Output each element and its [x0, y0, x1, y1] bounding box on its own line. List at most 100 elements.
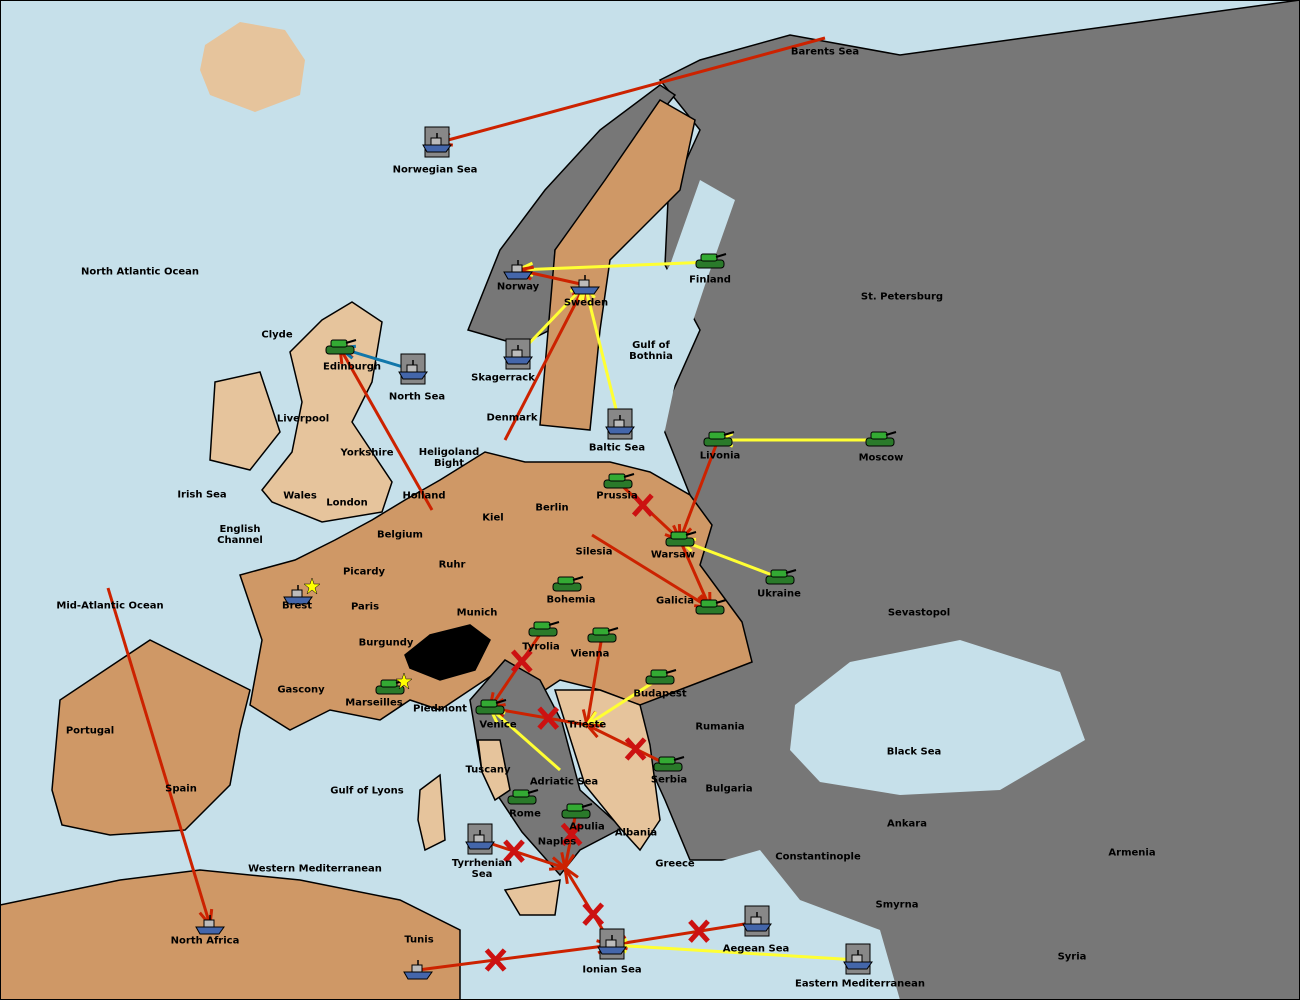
province-label-ruh[interactable]: Ruhr — [438, 559, 466, 571]
province-label-cly[interactable]: Clyde — [261, 329, 293, 341]
province-label-eas[interactable]: Eastern Mediterranean — [795, 978, 925, 990]
province-label-adr[interactable]: Adriatic Sea — [529, 776, 599, 788]
province-label-syr[interactable]: Syria — [1057, 951, 1087, 963]
province-label-nwy[interactable]: Norway — [496, 281, 540, 293]
province-label-smy[interactable]: Smyrna — [875, 899, 919, 911]
army-unit-icon[interactable] — [645, 669, 677, 685]
province-label-war[interactable]: Warsaw — [650, 549, 696, 561]
province-label-bel[interactable]: Belgium — [377, 529, 423, 541]
province-label-tus[interactable]: Tuscany — [465, 764, 511, 776]
province-label-bal[interactable]: Baltic Sea — [588, 442, 646, 454]
province-label-lyo[interactable]: Gulf of Lyons — [330, 785, 404, 797]
fleet-unit-icon[interactable] — [597, 928, 627, 960]
province-label-lvp[interactable]: Liverpool — [276, 413, 330, 425]
fleet-unit-icon[interactable] — [605, 408, 635, 440]
army-unit-icon[interactable] — [703, 431, 735, 447]
fleet-unit-icon[interactable] — [843, 943, 873, 975]
army-unit-icon[interactable] — [665, 531, 697, 547]
province-label-ank[interactable]: Ankara — [887, 818, 927, 830]
fleet-unit-icon[interactable] — [403, 960, 433, 980]
province-label-bud[interactable]: Budapest — [633, 688, 687, 700]
province-label-nth[interactable]: North Sea — [388, 391, 446, 403]
province-label-vie[interactable]: Vienna — [570, 648, 610, 660]
fleet-unit-icon[interactable] — [465, 823, 495, 855]
province-label-gal[interactable]: Galicia — [656, 595, 694, 607]
province-label-pic[interactable]: Picardy — [342, 566, 386, 578]
army-unit-icon[interactable] — [603, 473, 635, 489]
province-label-ion[interactable]: Ionian Sea — [582, 964, 642, 976]
province-label-gas[interactable]: Gascony — [277, 684, 325, 696]
fleet-unit-icon[interactable] — [195, 915, 225, 935]
province-label-mao[interactable]: Mid-Atlantic Ocean — [56, 600, 164, 612]
province-label-par[interactable]: Paris — [350, 601, 380, 613]
province-label-wes[interactable]: Western Mediterranean — [248, 863, 382, 875]
army-unit-icon[interactable] — [325, 339, 357, 355]
province-label-aeg[interactable]: Aegean Sea — [722, 943, 790, 955]
province-label-apu[interactable]: Apulia — [569, 821, 605, 833]
army-unit-icon[interactable] — [587, 627, 619, 643]
province-label-bul[interactable]: Bulgaria — [705, 783, 753, 795]
army-unit-icon[interactable] — [695, 253, 727, 269]
province-label-bla[interactable]: Black Sea — [886, 746, 942, 758]
province-label-yor[interactable]: Yorkshire — [340, 447, 394, 459]
province-label-boh[interactable]: Bohemia — [546, 594, 596, 606]
province-label-lon[interactable]: London — [326, 497, 368, 509]
province-label-ukr[interactable]: Ukraine — [757, 588, 801, 600]
province-label-ser[interactable]: Serbia — [650, 774, 688, 786]
province-label-bre[interactable]: Brest — [281, 600, 313, 612]
province-label-hol[interactable]: Holland — [402, 490, 446, 502]
army-unit-icon[interactable] — [561, 803, 593, 819]
army-unit-icon[interactable] — [865, 431, 897, 447]
province-label-rum[interactable]: Rumania — [695, 721, 745, 733]
province-label-mun[interactable]: Munich — [456, 607, 498, 619]
province-label-swe[interactable]: Sweden — [563, 297, 609, 309]
province-label-nap[interactable]: Naples — [537, 836, 577, 848]
fleet-unit-icon[interactable] — [398, 353, 428, 385]
province-label-tri[interactable]: Trieste — [567, 719, 607, 731]
province-label-hel[interactable]: Heligoland Bight — [418, 447, 480, 469]
province-label-gre[interactable]: Greece — [655, 858, 695, 870]
province-label-por[interactable]: Portugal — [65, 725, 115, 737]
army-unit-icon[interactable] — [375, 679, 407, 695]
province-label-tun[interactable]: Tunis — [404, 934, 434, 946]
province-label-con[interactable]: Constantinople — [775, 851, 861, 863]
province-label-pie[interactable]: Piedmont — [413, 703, 467, 715]
province-label-tys[interactable]: Tyrrhenian Sea — [451, 858, 513, 880]
fleet-unit-icon[interactable] — [570, 275, 600, 295]
army-unit-icon[interactable] — [507, 789, 539, 805]
province-label-ska[interactable]: Skagerrack — [471, 372, 535, 384]
province-label-mos[interactable]: Moscow — [858, 452, 904, 464]
province-label-den[interactable]: Denmark — [486, 412, 538, 424]
province-label-ven[interactable]: Venice — [479, 719, 517, 731]
fleet-unit-icon[interactable] — [283, 585, 313, 605]
province-label-bar[interactable]: Barents Sea — [790, 46, 860, 58]
province-label-wal[interactable]: Wales — [283, 490, 317, 502]
province-label-arm[interactable]: Armenia — [1108, 847, 1156, 859]
province-label-rom[interactable]: Rome — [509, 808, 541, 820]
army-unit-icon[interactable] — [528, 621, 560, 637]
province-label-tyr[interactable]: Tyrolia — [522, 641, 560, 653]
province-label-pru[interactable]: Prussia — [596, 490, 638, 502]
province-label-bur[interactable]: Burgundy — [358, 637, 414, 649]
province-label-stp[interactable]: St. Petersburg — [860, 291, 944, 303]
province-label-lvn[interactable]: Livonia — [699, 450, 741, 462]
fleet-unit-icon[interactable] — [742, 905, 772, 937]
province-label-naf[interactable]: North Africa — [170, 935, 240, 947]
province-label-sev[interactable]: Sevastopol — [887, 607, 951, 619]
province-label-edi[interactable]: Edinburgh — [322, 361, 382, 373]
province-label-iri[interactable]: Irish Sea — [177, 489, 227, 501]
army-unit-icon[interactable] — [653, 756, 685, 772]
province-label-nwg[interactable]: Norwegian Sea — [392, 164, 478, 176]
fleet-unit-icon[interactable] — [503, 260, 533, 280]
province-label-eng[interactable]: English Channel — [217, 524, 263, 546]
province-label-nao[interactable]: North Atlantic Ocean — [80, 266, 200, 278]
fleet-unit-icon[interactable] — [503, 338, 533, 370]
province-label-mar[interactable]: Marseilles — [345, 697, 403, 709]
province-label-kie[interactable]: Kiel — [482, 512, 504, 524]
fleet-unit-icon[interactable] — [422, 126, 452, 158]
army-unit-icon[interactable] — [695, 599, 727, 615]
province-label-fin[interactable]: Finland — [689, 274, 731, 286]
province-label-ber[interactable]: Berlin — [535, 502, 569, 514]
army-unit-icon[interactable] — [765, 569, 797, 585]
province-label-alb[interactable]: Albania — [614, 827, 658, 839]
